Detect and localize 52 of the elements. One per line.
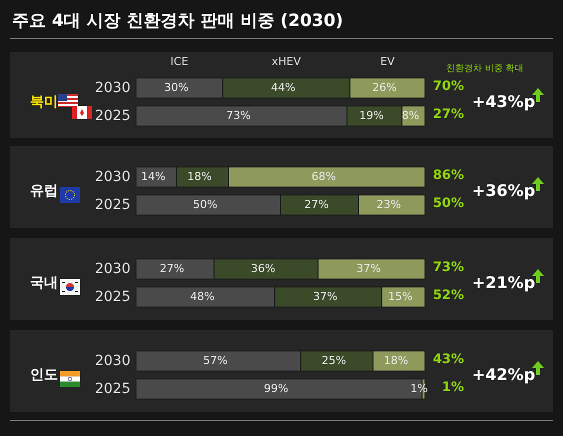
y-tick-label: 2030 bbox=[94, 353, 130, 369]
text: 70% bbox=[432, 79, 464, 94]
series-label: xHEV bbox=[272, 55, 302, 68]
data-label: 57% bbox=[203, 354, 228, 367]
data-label: 68% bbox=[312, 170, 336, 183]
y-axis-title: 인도 bbox=[30, 366, 58, 384]
y-tick-label: 2030 bbox=[94, 80, 130, 96]
y-tick-label: 2025 bbox=[94, 289, 130, 305]
chart-title: 주요 4대 시장 친환경차 판매 비중 (2030) bbox=[12, 10, 344, 32]
text: 1% bbox=[442, 380, 464, 395]
data-label: 23% bbox=[376, 198, 401, 211]
y-tick-label: 2030 bbox=[94, 261, 130, 277]
text: 친환경차 비중 확대 bbox=[446, 63, 524, 75]
data-label: 15% bbox=[388, 290, 413, 303]
data-label: 25% bbox=[322, 354, 346, 367]
data-label: 30% bbox=[164, 81, 189, 94]
data-label: 19% bbox=[359, 109, 384, 122]
text: 43% bbox=[432, 352, 464, 367]
text: 52% bbox=[432, 288, 464, 303]
y-tick-label: 2030 bbox=[94, 169, 130, 185]
data-label: 27% bbox=[304, 198, 329, 211]
data-label: 18% bbox=[187, 170, 212, 183]
data-label: 27% bbox=[160, 262, 184, 275]
text: 73% bbox=[432, 260, 464, 275]
data-label: 73% bbox=[226, 109, 251, 122]
data-label: 37% bbox=[356, 262, 381, 275]
series-label: ICE bbox=[170, 55, 188, 68]
data-label: 14% bbox=[141, 170, 166, 183]
y-tick-label: 2025 bbox=[94, 197, 130, 213]
data-label: 26% bbox=[372, 81, 397, 94]
y-tick-label: 2025 bbox=[94, 381, 130, 397]
text: +36%p bbox=[472, 181, 536, 200]
data-label: 8% bbox=[402, 109, 420, 122]
data-label: 99% bbox=[264, 382, 288, 395]
text: +21%p bbox=[472, 273, 536, 292]
data-label: 48% bbox=[190, 290, 215, 303]
data-label: 50% bbox=[193, 198, 218, 211]
text: 27% bbox=[432, 107, 464, 122]
text: +43%p bbox=[472, 92, 536, 111]
data-label: 44% bbox=[271, 81, 296, 94]
y-axis-title: 국내 bbox=[30, 274, 58, 292]
data-label: 36% bbox=[250, 262, 276, 275]
y-axis-title: 유럽 bbox=[30, 182, 58, 200]
y-tick-label: 2025 bbox=[94, 108, 130, 124]
y-axis-title: 북미 bbox=[30, 93, 58, 111]
data-label: 1% bbox=[410, 382, 428, 395]
text: 50% bbox=[432, 196, 464, 211]
text: +42%p bbox=[472, 365, 536, 384]
data-label: 37% bbox=[312, 290, 338, 303]
data-label: 18% bbox=[384, 354, 408, 367]
text: 86% bbox=[432, 168, 464, 183]
series-label: EV bbox=[380, 55, 396, 68]
